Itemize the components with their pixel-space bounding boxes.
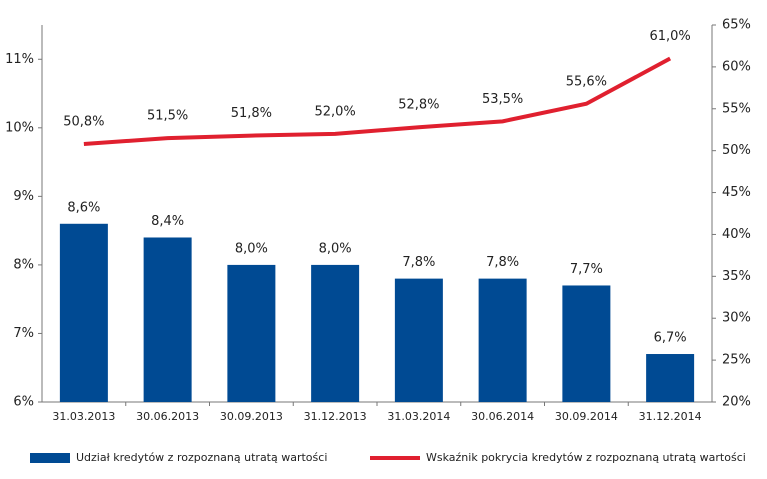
bar-value-label: 7,8%	[486, 255, 519, 270]
x-tick-label: 30.06.2014	[471, 410, 534, 423]
y-tick-label: 6%	[13, 395, 34, 410]
bar-value-label: 7,7%	[570, 262, 603, 277]
line-value-label: 52,8%	[398, 98, 439, 113]
x-tick-label: 31.03.2013	[52, 410, 115, 423]
bar-value-label: 8,4%	[151, 214, 184, 229]
y-tick-label: 8%	[13, 257, 34, 272]
line-value-label: 61,0%	[649, 29, 690, 44]
y-tick-label: 10%	[5, 120, 34, 135]
line-value-label: 51,5%	[147, 109, 188, 124]
bar	[478, 278, 527, 402]
line-value-label: 52,0%	[314, 104, 355, 119]
bar-value-label: 8,6%	[67, 200, 100, 215]
y2-tick-label: 50%	[722, 143, 751, 158]
bar-value-label: 8,0%	[319, 241, 352, 256]
bar	[143, 237, 192, 402]
bar	[394, 278, 443, 402]
y-tick-label: 7%	[13, 326, 34, 341]
y2-tick-label: 25%	[722, 353, 751, 368]
legend-swatch	[30, 453, 70, 463]
line-value-label: 53,5%	[482, 92, 523, 107]
y2-tick-label: 30%	[722, 311, 751, 326]
bar	[562, 285, 611, 402]
x-tick-label: 30.09.2014	[555, 410, 618, 423]
legend-label: Udział kredytów z rozpoznaną utratą wart…	[76, 451, 327, 464]
y-tick-label: 11%	[5, 52, 34, 67]
legend-label: Wskaźnik pokrycia kredytów z rozpoznaną …	[426, 451, 746, 464]
y-tick-label: 9%	[13, 189, 34, 204]
y2-tick-label: 60%	[722, 59, 751, 74]
x-tick-label: 30.09.2013	[220, 410, 283, 423]
x-tick-label: 31.12.2014	[639, 410, 702, 423]
bar-value-label: 7,8%	[402, 255, 435, 270]
line-value-label: 50,8%	[63, 114, 104, 129]
bar-value-label: 8,0%	[235, 241, 268, 256]
x-tick-label: 30.06.2013	[136, 410, 199, 423]
y2-tick-label: 65%	[722, 18, 751, 33]
bar-value-label: 6,7%	[654, 331, 687, 346]
x-tick-label: 31.12.2013	[304, 410, 367, 423]
bar	[646, 354, 695, 402]
line-value-label: 55,6%	[566, 74, 607, 89]
line-value-label: 51,8%	[231, 106, 272, 121]
y2-tick-label: 20%	[722, 395, 751, 410]
y2-tick-label: 55%	[722, 101, 751, 116]
bar	[59, 223, 108, 402]
y2-tick-label: 40%	[722, 227, 751, 242]
line	[83, 56, 672, 146]
x-tick-label: 31.03.2014	[387, 410, 450, 423]
y2-tick-label: 45%	[722, 185, 751, 200]
y2-tick-label: 35%	[722, 269, 751, 284]
bar	[227, 264, 276, 402]
bar	[311, 264, 360, 402]
